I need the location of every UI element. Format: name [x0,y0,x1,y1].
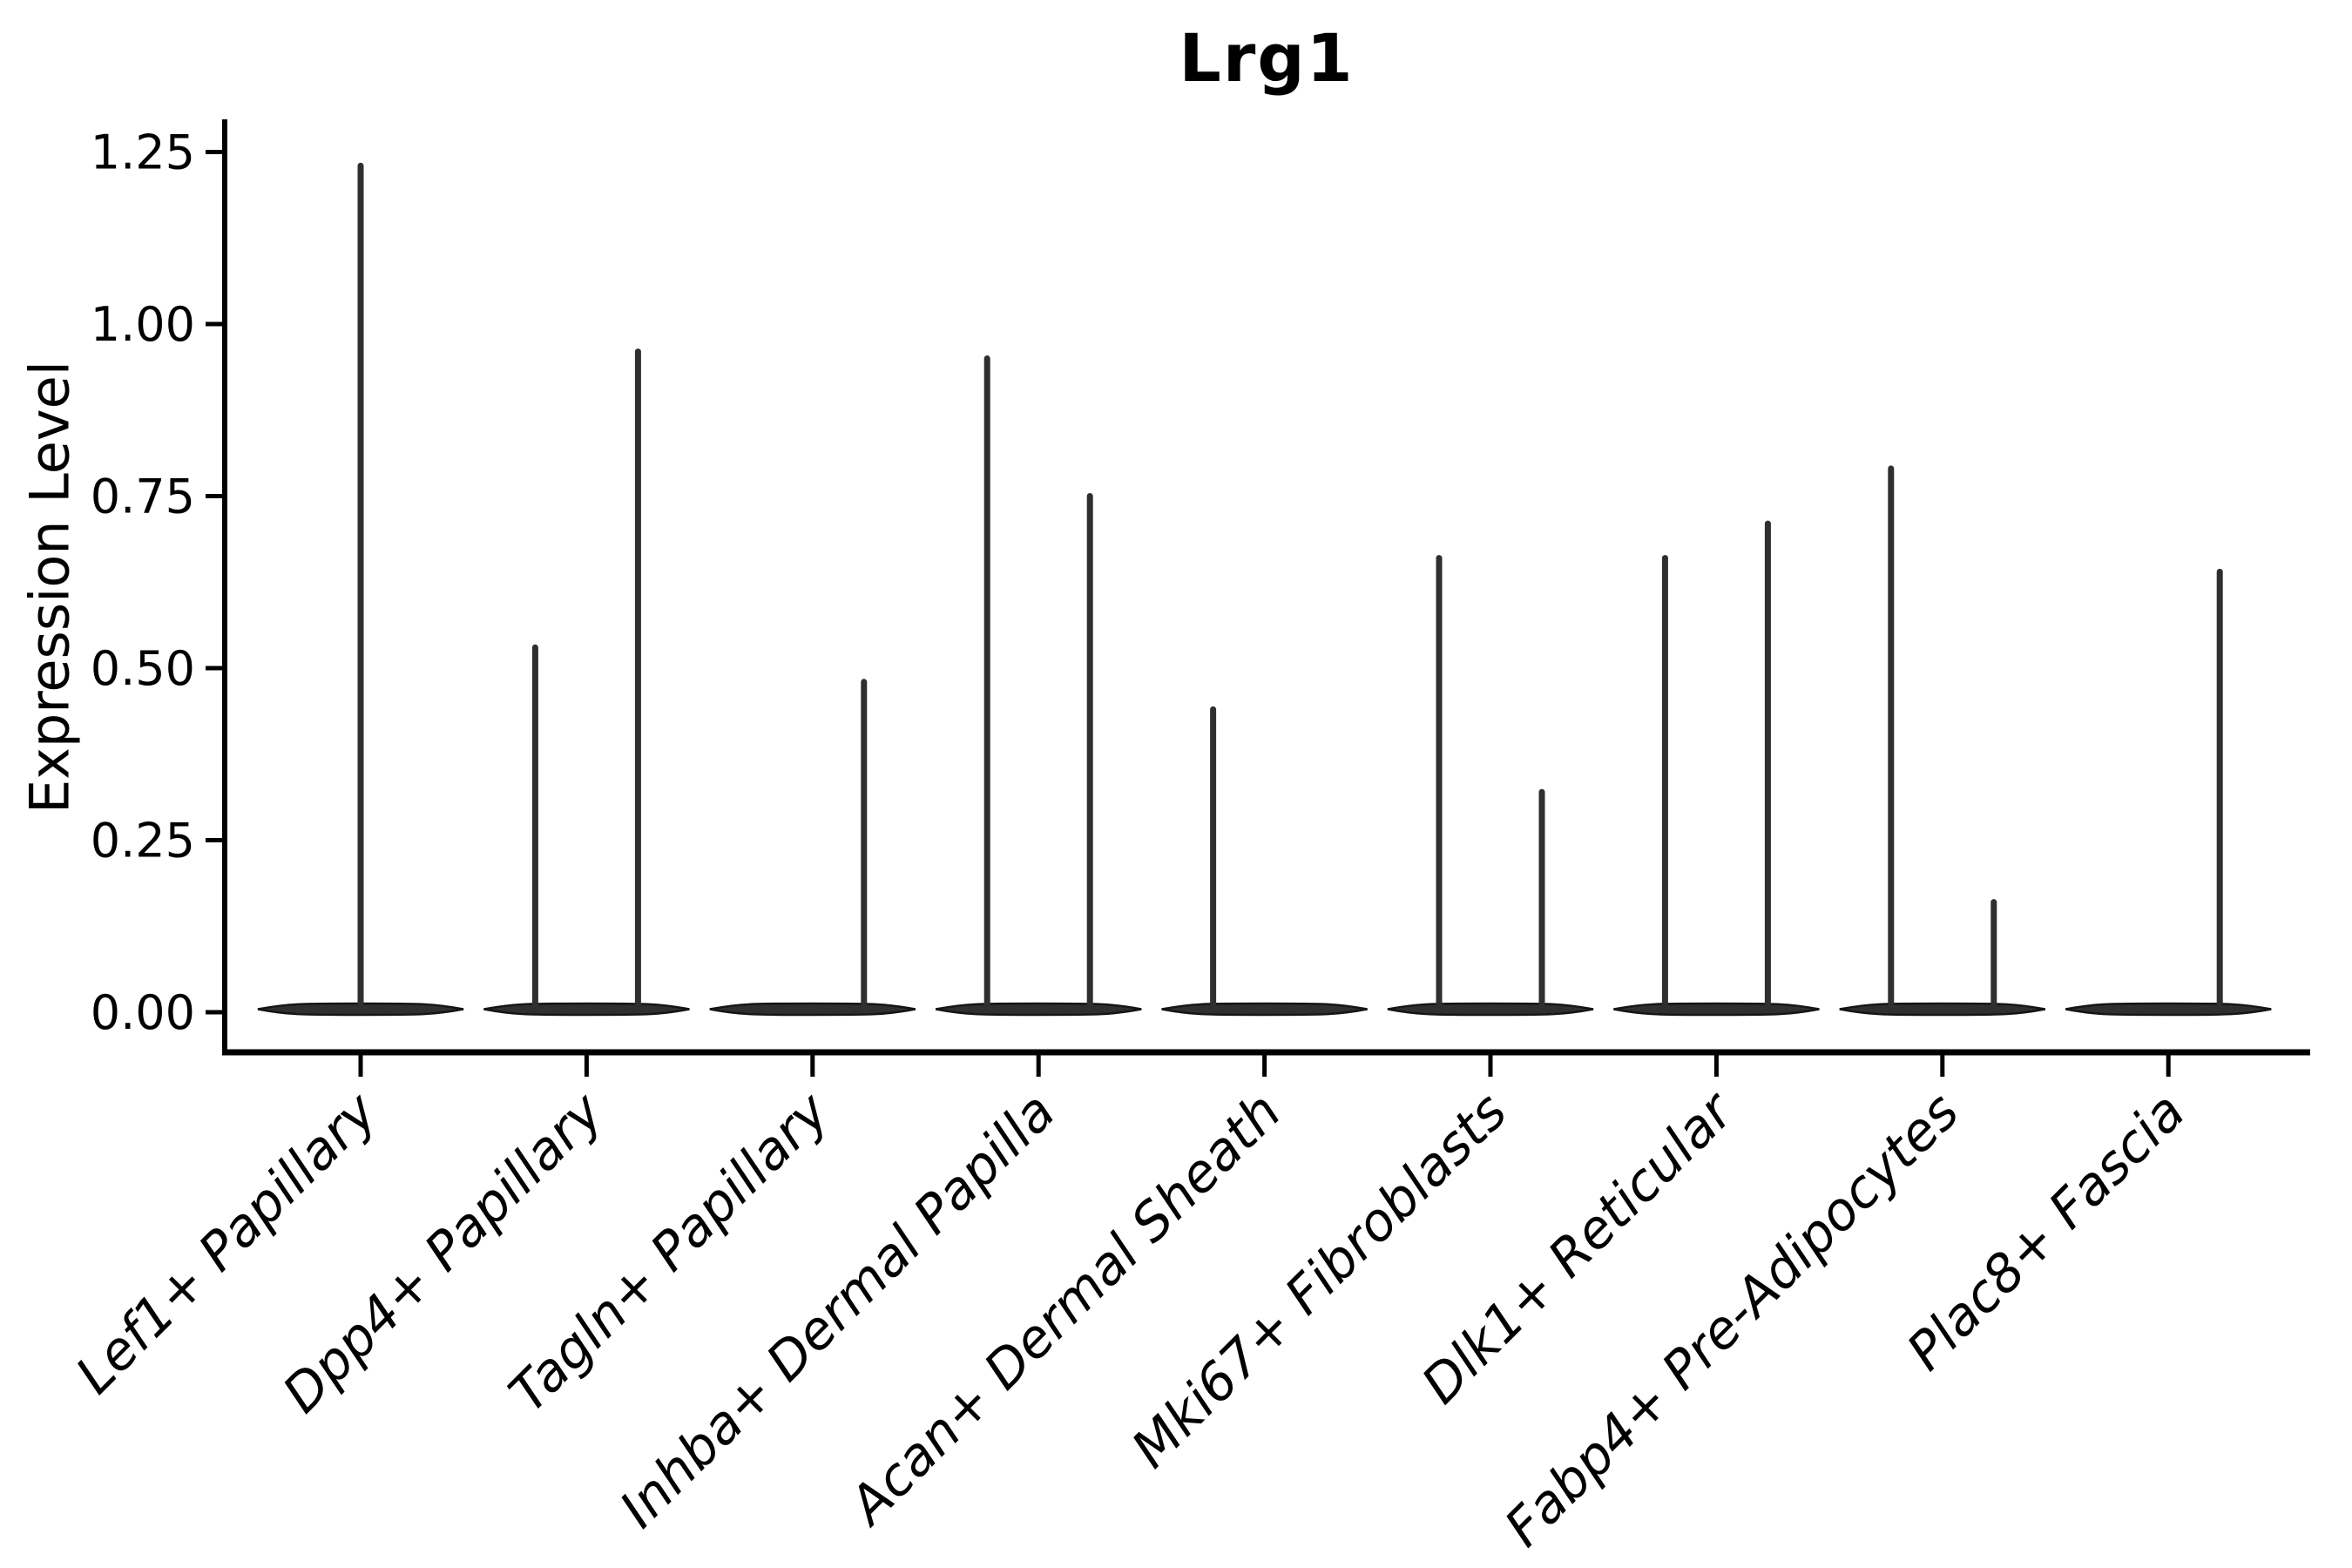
x-tick-label: Fabp4+ Pre-Adipocytes [1493,1081,1970,1558]
x-tick-label: Inhba+ Dermal Papilla [608,1081,1066,1539]
violin-base [1161,1002,1368,1017]
chart-title: Lrg1 [1179,19,1355,97]
y-tick-label: 0.75 [91,470,195,524]
violin-base [1387,1002,1594,1017]
x-tick-label: Acan+ Dermal Sheath [835,1081,1293,1538]
y-tick-label: 0.25 [91,814,195,868]
violin-base [257,1002,464,1017]
y-tick-label: 1.25 [91,125,195,180]
violin-base [935,1002,1142,1017]
violin-base [483,1002,690,1017]
y-tick-label: 0.00 [91,985,195,1040]
violin-base [709,1002,916,1017]
x-tick-label: Mki67+ Fibroblasts [1120,1081,1519,1480]
y-tick-label: 1.00 [91,297,195,352]
violin-base [1613,1002,1820,1017]
y-tick-label: 0.50 [91,641,195,696]
violin-base [2065,1002,2272,1017]
violin-base [1839,1002,2046,1017]
